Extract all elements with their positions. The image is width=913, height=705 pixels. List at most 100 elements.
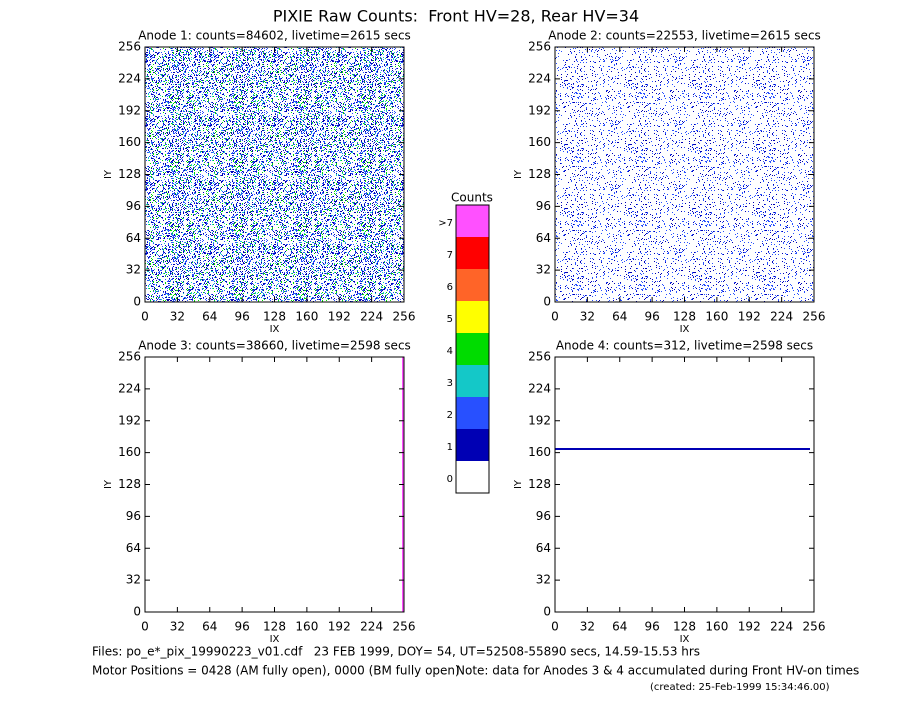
x-tick-label: 256	[393, 310, 416, 324]
y-tick-label: 0	[133, 295, 141, 309]
colorbar-swatch	[456, 301, 489, 333]
x-tick-label: 128	[673, 310, 696, 324]
x-tick-label: 0	[141, 620, 149, 634]
colorbar-title: Counts	[451, 191, 493, 205]
y-tick-label: 192	[118, 413, 141, 427]
y-axis-label: IY	[103, 169, 114, 179]
colorbar-swatch	[456, 461, 489, 493]
y-tick-label: 160	[528, 135, 551, 149]
y-tick-label: 256	[528, 350, 551, 364]
y-axis-label: IY	[103, 479, 114, 489]
x-tick-label: 128	[263, 620, 286, 634]
x-axis-label: IX	[270, 324, 280, 335]
x-tick-label: 32	[580, 310, 595, 324]
colorbar-label: 6	[447, 282, 453, 293]
colorbar-swatch	[456, 205, 489, 237]
footer-files: Files: po_e*_pix_19990223_v01.cdf 23 FEB…	[92, 645, 700, 659]
y-tick-label: 160	[118, 445, 141, 459]
colorbar-swatch	[456, 237, 489, 269]
y-tick-label: 256	[118, 40, 141, 54]
x-tick-label: 256	[393, 620, 416, 634]
colorbar-swatch	[456, 333, 489, 365]
y-tick-label: 0	[133, 605, 141, 619]
colorbar-frame	[455, 204, 490, 494]
y-tick-label: 32	[126, 573, 141, 587]
x-tick-label: 32	[170, 620, 185, 634]
plot-frame	[554, 356, 815, 613]
y-tick-label: 96	[126, 199, 141, 213]
colorbar-label: 4	[447, 346, 453, 357]
x-tick-label: 192	[738, 310, 761, 324]
y-tick-label: 64	[536, 541, 551, 555]
x-tick-label: 64	[202, 620, 217, 634]
heatmap-image	[555, 448, 810, 450]
colorbar-swatch	[456, 269, 489, 301]
panel-title: Anode 3: counts=38660, livetime=2598 sec…	[138, 339, 411, 353]
x-tick-label: 160	[295, 310, 318, 324]
colorbar-label: 3	[447, 378, 453, 389]
y-tick-label: 128	[528, 167, 551, 181]
y-tick-label: 192	[528, 103, 551, 117]
x-tick-label: 192	[328, 620, 351, 634]
x-tick-label: 32	[580, 620, 595, 634]
y-tick-label: 224	[528, 71, 551, 85]
colorbar-label: 1	[447, 442, 453, 453]
colorbar-swatch	[456, 429, 489, 461]
y-tick-label: 96	[126, 509, 141, 523]
y-tick-label: 192	[528, 413, 551, 427]
colorbar-swatch	[456, 397, 489, 429]
x-tick-label: 224	[360, 620, 383, 634]
y-tick-label: 64	[126, 541, 141, 555]
y-tick-label: 224	[118, 71, 141, 85]
y-tick-label: 0	[543, 605, 551, 619]
footer-note: Note: data for Anodes 3 & 4 accumulated …	[456, 664, 859, 678]
y-tick-label: 64	[536, 231, 551, 245]
x-tick-label: 96	[644, 620, 659, 634]
x-tick-label: 128	[263, 310, 286, 324]
x-tick-label: 160	[705, 620, 728, 634]
x-tick-label: 64	[612, 620, 627, 634]
y-tick-label: 128	[118, 477, 141, 491]
page-title: PIXIE Raw Counts: Front HV=28, Rear HV=3…	[273, 7, 639, 26]
panel-title: Anode 1: counts=84602, livetime=2615 sec…	[138, 29, 411, 43]
x-axis-label: IX	[680, 634, 690, 645]
y-tick-label: 128	[118, 167, 141, 181]
plot-frame	[144, 356, 405, 613]
y-tick-label: 224	[528, 381, 551, 395]
y-tick-label: 256	[118, 350, 141, 364]
x-tick-label: 256	[803, 310, 826, 324]
y-tick-label: 96	[536, 199, 551, 213]
heatmap-image	[555, 47, 814, 302]
y-tick-label: 96	[536, 509, 551, 523]
x-tick-label: 96	[234, 310, 249, 324]
x-tick-label: 224	[770, 310, 793, 324]
y-tick-label: 192	[118, 103, 141, 117]
x-tick-label: 256	[803, 620, 826, 634]
x-tick-label: 192	[328, 310, 351, 324]
x-tick-label: 0	[551, 620, 559, 634]
heatmap-image	[145, 47, 404, 302]
y-tick-label: 32	[536, 573, 551, 587]
y-tick-label: 224	[118, 381, 141, 395]
footer-motor: Motor Positions = 0428 (AM fully open), …	[92, 664, 460, 678]
x-tick-label: 32	[170, 310, 185, 324]
colorbar-swatch	[456, 365, 489, 397]
x-tick-label: 96	[234, 620, 249, 634]
x-axis-label: IX	[680, 324, 690, 335]
colorbar-label: 7	[447, 250, 453, 261]
y-tick-label: 160	[528, 445, 551, 459]
colorbar-label: 0	[447, 474, 453, 485]
y-axis-label: IY	[513, 169, 524, 179]
x-tick-label: 160	[295, 620, 318, 634]
x-tick-label: 64	[202, 310, 217, 324]
colorbar-label: 5	[447, 314, 453, 325]
x-tick-label: 160	[705, 310, 728, 324]
y-tick-label: 64	[126, 231, 141, 245]
x-tick-label: 0	[551, 310, 559, 324]
x-tick-label: 224	[360, 310, 383, 324]
x-tick-label: 224	[770, 620, 793, 634]
x-tick-label: 64	[612, 310, 627, 324]
y-tick-label: 128	[528, 477, 551, 491]
x-tick-label: 128	[673, 620, 696, 634]
